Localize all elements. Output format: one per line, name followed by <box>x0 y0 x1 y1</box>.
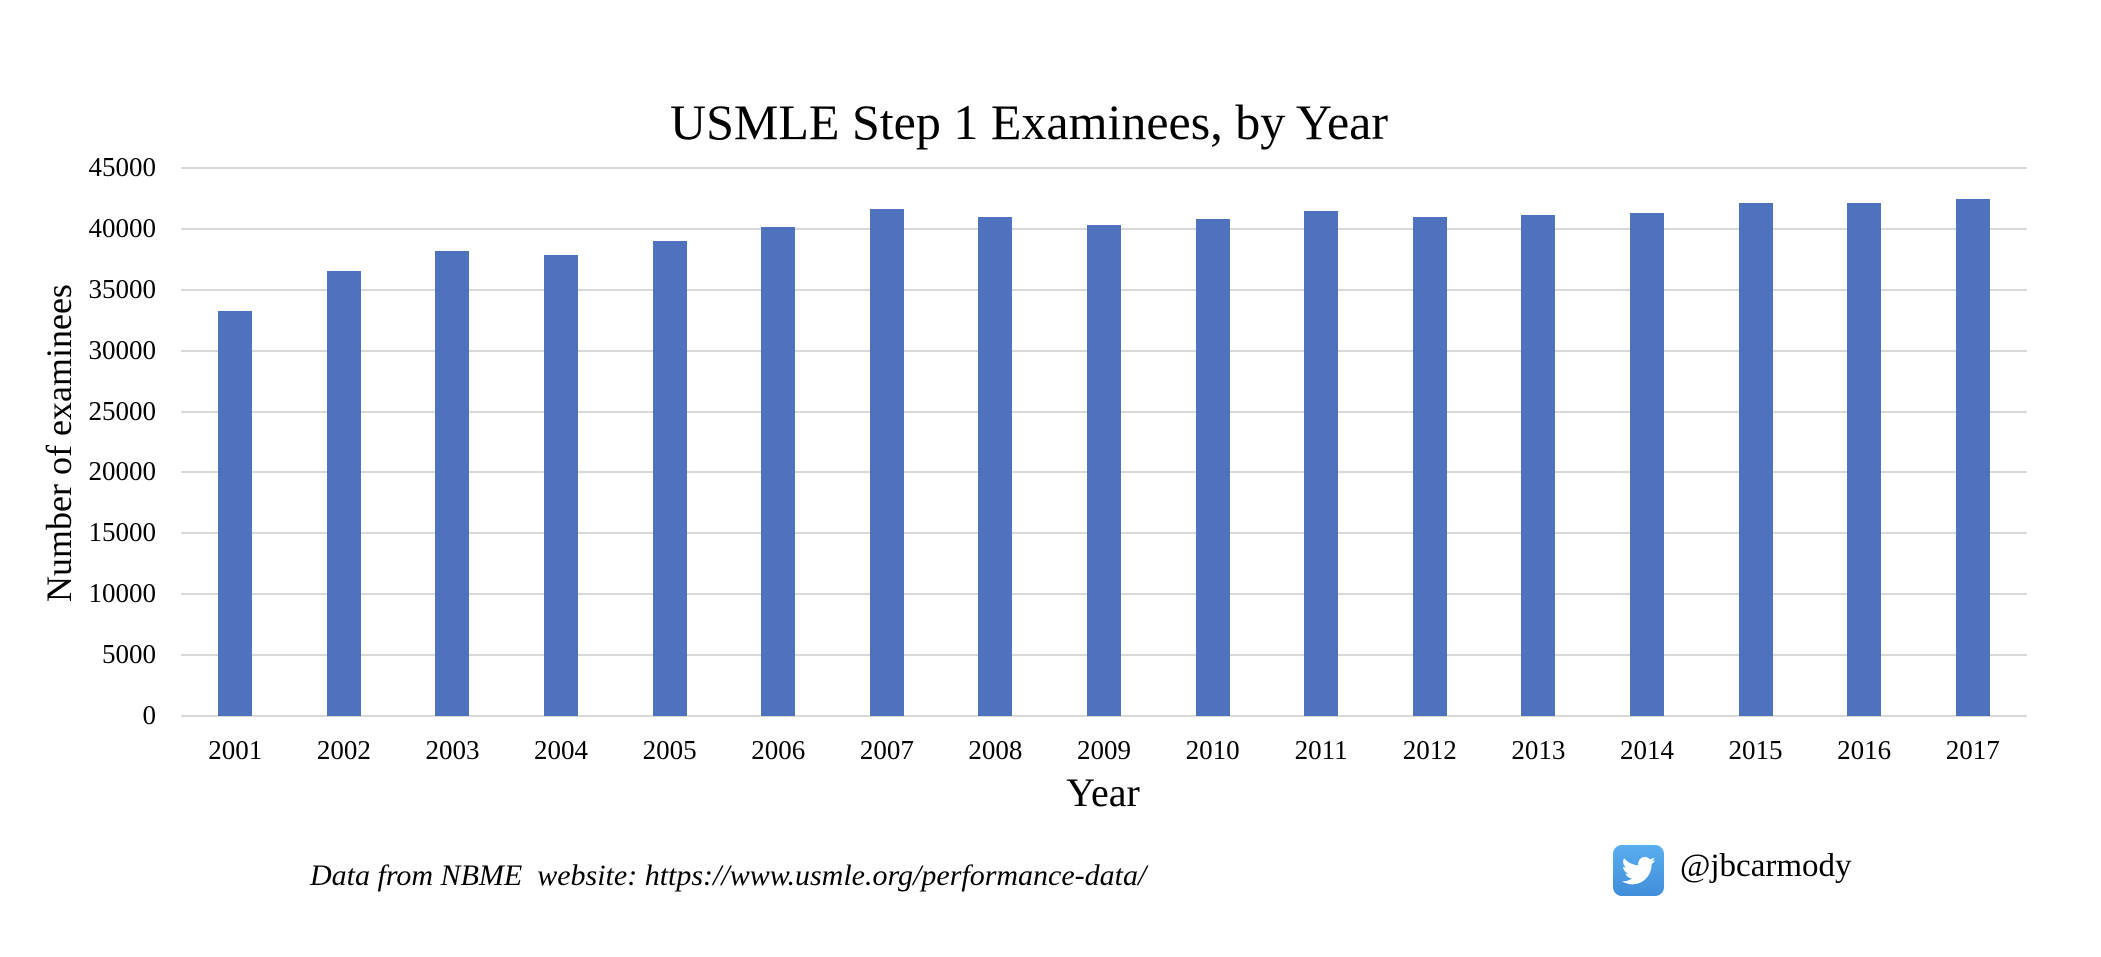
x-tick-label: 2006 <box>751 735 806 765</box>
twitter-handle: @jbcarmody <box>1680 848 1852 884</box>
bar-2004 <box>544 255 579 716</box>
x-tick-label: 2001 <box>208 735 263 765</box>
x-tick-label: 2009 <box>1077 735 1131 765</box>
x-tick-label: 2017 <box>1945 735 2000 765</box>
y-tick-label: 25000 <box>88 395 157 426</box>
y-tick-label: 0 <box>142 700 157 730</box>
x-tick-label: 2004 <box>534 735 589 765</box>
y-axis-title: Number of examinees <box>39 284 79 602</box>
gridline <box>181 167 2027 169</box>
bar-2009 <box>1087 225 1121 716</box>
x-tick-label: 2008 <box>968 735 1023 765</box>
x-tick-label: 2007 <box>859 735 914 765</box>
bar-2008 <box>978 217 1013 716</box>
source-note: Data from NBME website: https://www.usml… <box>310 859 1147 892</box>
y-tick-label: 15000 <box>88 517 157 548</box>
chart-title: USMLE Step 1 Examinees, by Year <box>670 94 1388 150</box>
gridline <box>181 715 2027 717</box>
bar-2007 <box>869 209 904 716</box>
bar-2011 <box>1304 211 1339 716</box>
plot-area <box>181 167 2027 717</box>
bar-2017 <box>1955 199 1990 716</box>
y-tick-label: 35000 <box>88 273 157 304</box>
bar-2006 <box>761 227 796 716</box>
y-tick-label: 20000 <box>88 456 157 487</box>
bar-2010 <box>1195 219 1230 716</box>
x-tick-label: 2011 <box>1294 735 1348 765</box>
x-tick-label: 2003 <box>425 735 480 765</box>
bar-2013 <box>1521 215 1556 716</box>
x-tick-label: 2002 <box>316 735 371 765</box>
x-tick-label: 2012 <box>1402 735 1457 765</box>
bar-2016 <box>1847 203 1882 716</box>
y-tick-label: 45000 <box>88 152 157 182</box>
y-tick-label: 10000 <box>88 578 157 609</box>
x-tick-label: 2010 <box>1185 735 1240 765</box>
y-tick-label: 5000 <box>102 639 156 670</box>
bar-2005 <box>652 241 687 716</box>
twitter-bird-icon <box>1613 845 1664 896</box>
x-tick-label: 2005 <box>642 735 697 765</box>
x-tick-label: 2014 <box>1619 735 1674 765</box>
bar-2012 <box>1412 217 1447 716</box>
bar-2001 <box>218 311 253 716</box>
x-tick-label: 2013 <box>1511 735 1566 765</box>
x-axis-title: Year <box>1066 770 1140 815</box>
bar-2003 <box>435 251 470 716</box>
bar-2002 <box>326 271 361 716</box>
y-tick-label: 40000 <box>88 212 157 243</box>
x-tick-label: 2016 <box>1837 735 1892 765</box>
twitter-bird-icon-glyph <box>1621 856 1655 884</box>
bar-2014 <box>1629 213 1664 716</box>
bar-2015 <box>1738 203 1773 716</box>
x-tick-label: 2015 <box>1728 735 1783 765</box>
y-tick-label: 30000 <box>88 334 157 365</box>
